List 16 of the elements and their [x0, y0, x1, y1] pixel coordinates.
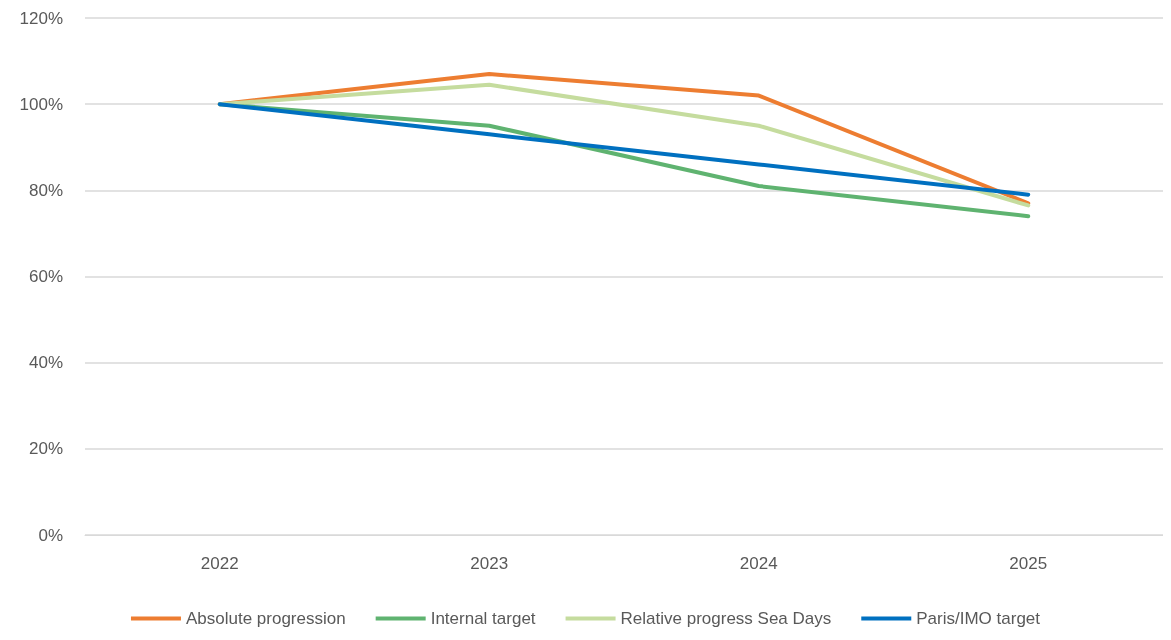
- x-tick-label: 2023: [470, 554, 509, 573]
- y-tick-label: 100%: [19, 94, 63, 114]
- legend-label: Relative progress Sea Days: [620, 609, 832, 628]
- y-tick-label: 20%: [28, 439, 63, 459]
- legend-label: Internal target: [430, 609, 536, 628]
- line-series: [217, 102, 1031, 197]
- y-tick-label: 40%: [28, 353, 63, 373]
- legend-label: Absolute progression: [185, 609, 346, 628]
- y-tick-label: 120%: [19, 8, 63, 28]
- x-tick-label: 2024: [739, 554, 778, 573]
- y-tick-label: 60%: [28, 267, 63, 286]
- legend-label: Paris/IMO target: [916, 609, 1041, 628]
- y-tick-label: 80%: [28, 180, 63, 200]
- x-tick-label: 2022: [200, 554, 239, 573]
- x-tick-label: 2025: [1009, 554, 1048, 573]
- y-tick-label: 0%: [38, 525, 63, 545]
